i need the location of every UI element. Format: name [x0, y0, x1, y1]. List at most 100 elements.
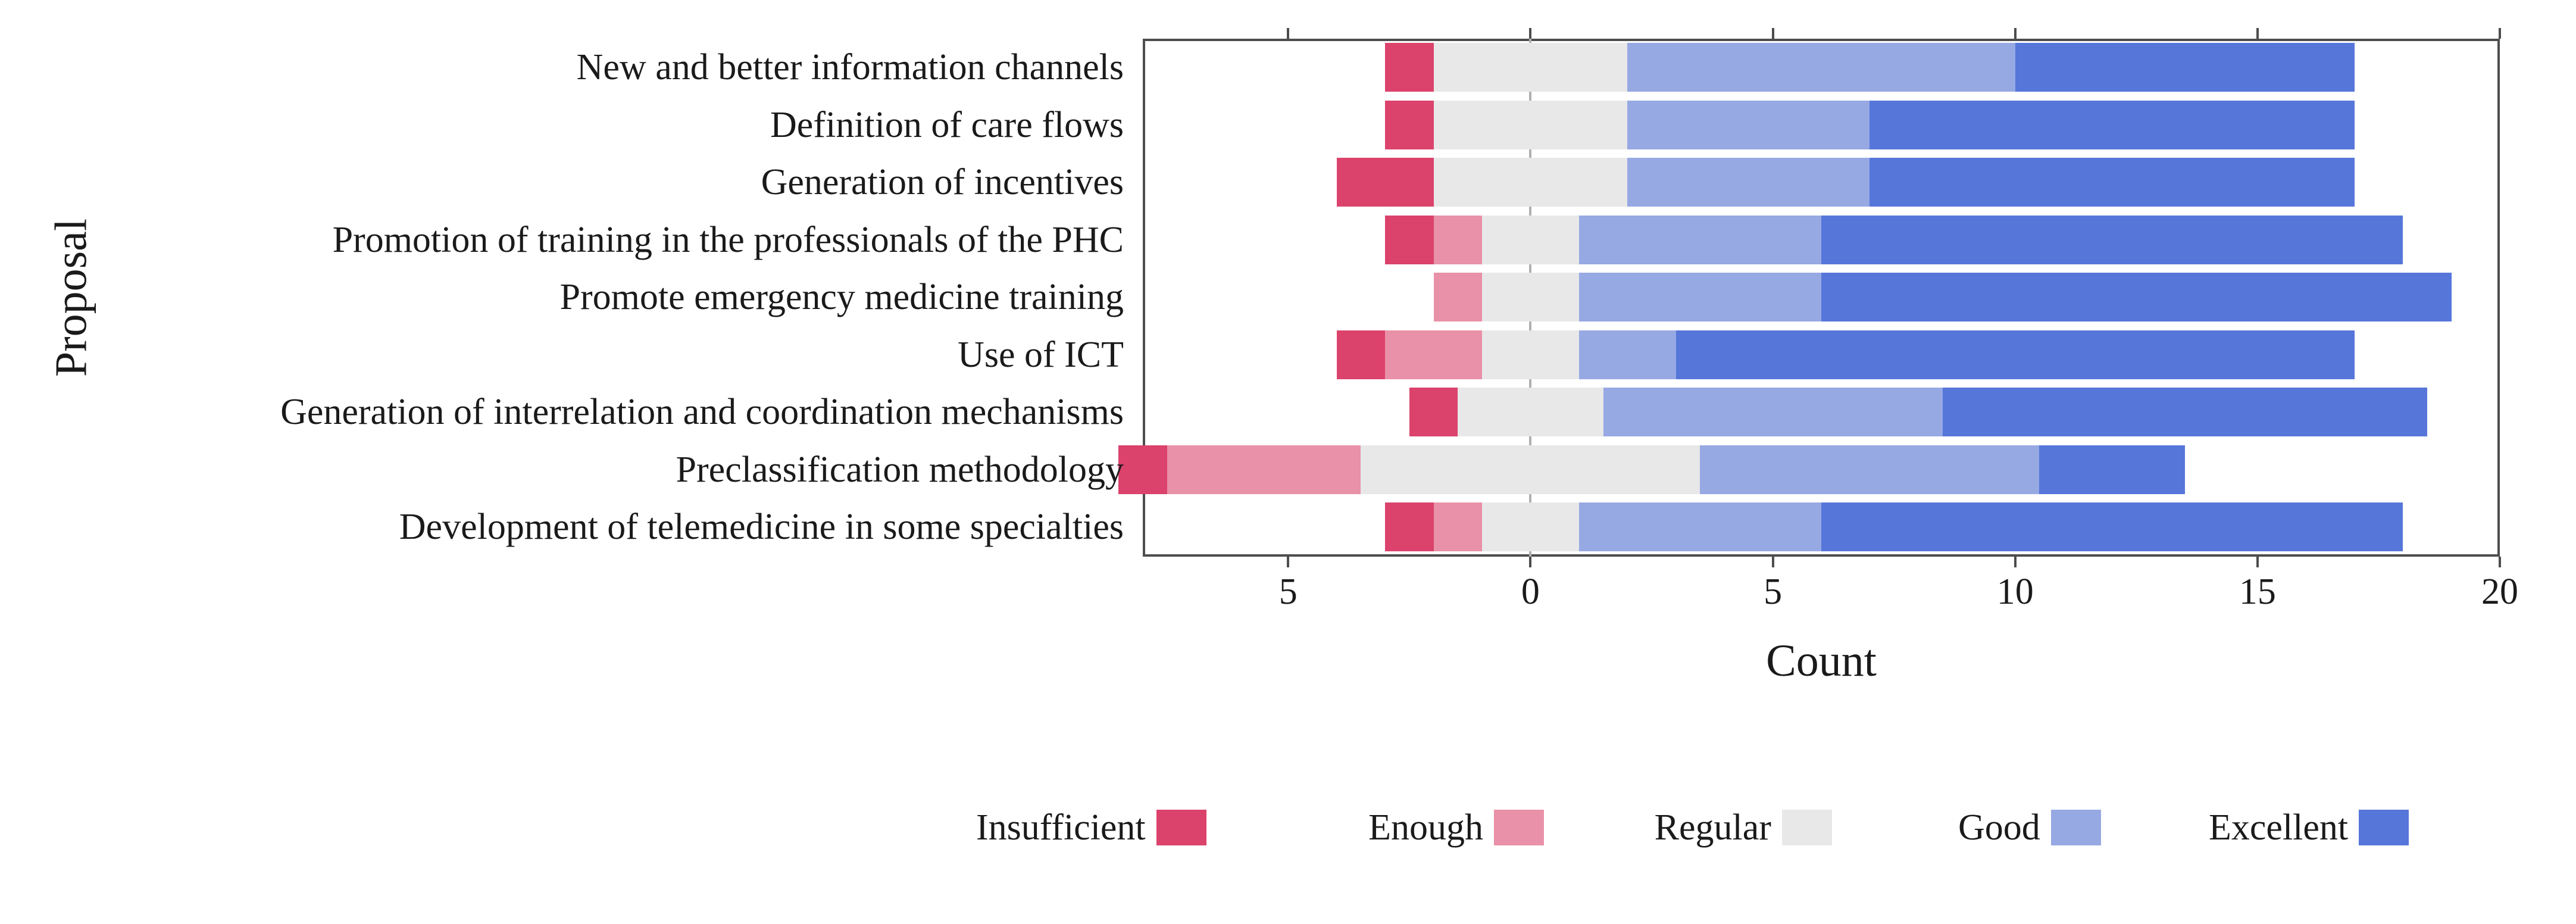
legend-item-insufficient: Insufficient	[976, 810, 1206, 845]
bar-segment-regular	[1530, 273, 1578, 321]
bar-row	[0, 43, 2576, 92]
category-label: Preclassification methodology	[676, 441, 1124, 499]
legend-label: Insufficient	[976, 810, 1146, 845]
x-axis-title: Count	[1766, 635, 1877, 687]
diverging-bar-chart: New and better information channelsDefin…	[0, 0, 2576, 924]
bar-segment-insufficient	[1409, 388, 1458, 436]
category-label: Use of ICT	[958, 326, 1124, 384]
legend-item-good: Good	[1958, 810, 2101, 845]
bar-segment-good	[1579, 273, 1821, 321]
legend-item-regular: Regular	[1655, 810, 1832, 845]
bar-segment-enough	[1167, 445, 1361, 494]
bar-segment-insufficient	[1337, 158, 1434, 207]
bar-segment-regular	[1434, 101, 1531, 149]
bar-segment-regular	[1530, 388, 1603, 436]
bar-segment-good	[1627, 158, 1870, 207]
legend-label: Regular	[1655, 810, 1771, 845]
x-tick-mark	[1287, 557, 1289, 567]
bar-segment-regular	[1482, 273, 1530, 321]
x-tick-label: 10	[1997, 571, 2034, 613]
x-tick-label: 0	[1521, 571, 1540, 613]
bar-segment-insufficient	[1385, 43, 1433, 92]
bar-segment-excellent	[1821, 502, 2403, 551]
bar-segment-good	[1627, 43, 2015, 92]
legend-item-excellent: Excellent	[2209, 810, 2409, 845]
bar-segment-regular	[1434, 158, 1531, 207]
bar-segment-good	[1700, 445, 2039, 494]
bar-segment-regular	[1530, 158, 1627, 207]
x-tick-label: 20	[2481, 571, 2518, 613]
bar-segment-good	[1603, 388, 1943, 436]
category-label: Promote emergency medicine training	[560, 269, 1124, 326]
bar-row	[0, 330, 2576, 379]
bar-segment-regular	[1482, 216, 1530, 264]
x-tick-mark-top	[2256, 28, 2259, 39]
legend-swatch	[1494, 810, 1544, 845]
bar-segment-regular	[1530, 502, 1578, 551]
x-tick-label: 5	[1764, 571, 1782, 613]
category-label: Generation of interrelation and coordina…	[280, 383, 1124, 441]
bar-segment-excellent	[1821, 273, 2452, 321]
legend-swatch	[1782, 810, 1832, 845]
x-tick-mark	[2499, 557, 2501, 567]
bar-segment-regular	[1530, 330, 1578, 379]
bar-segment-insufficient	[1385, 216, 1433, 264]
bar-segment-good	[1579, 330, 1676, 379]
category-label: Generation of incentives	[761, 154, 1124, 211]
bar-segment-regular	[1530, 101, 1627, 149]
bar-segment-regular	[1434, 43, 1531, 92]
bar-row	[0, 101, 2576, 149]
bar-segment-regular	[1482, 330, 1530, 379]
category-label: Development of telemedicine in some spec…	[399, 498, 1124, 556]
bar-segment-excellent	[2039, 445, 2184, 494]
legend-swatch	[2359, 810, 2409, 845]
x-tick-mark-top	[1772, 28, 1774, 39]
x-tick-label: 15	[2239, 571, 2276, 613]
bar-segment-insufficient	[1385, 502, 1433, 551]
x-tick-label: 5	[1279, 571, 1298, 613]
legend-item-enough: Enough	[1368, 810, 1544, 845]
y-axis-title: Proposal	[46, 218, 98, 377]
bar-segment-insufficient	[1385, 101, 1433, 149]
bar-segment-insufficient	[1118, 445, 1167, 494]
bar-segment-enough	[1434, 216, 1482, 264]
bar-segment-regular	[1530, 43, 1627, 92]
bar-segment-regular	[1530, 445, 1700, 494]
legend-swatch	[1156, 810, 1206, 845]
x-tick-mark-top	[1287, 28, 1289, 39]
x-tick-mark	[1529, 557, 1531, 567]
bar-segment-enough	[1434, 273, 1482, 321]
bar-segment-enough	[1434, 502, 1482, 551]
bar-segment-enough	[1385, 330, 1482, 379]
bar-segment-good	[1579, 502, 1821, 551]
x-tick-mark-top	[2014, 28, 2017, 39]
bar-row	[0, 502, 2576, 551]
x-tick-mark	[1772, 557, 1774, 567]
legend-label: Good	[1958, 810, 2040, 845]
bar-segment-good	[1579, 216, 1821, 264]
legend-label: Enough	[1368, 810, 1483, 845]
x-tick-mark	[2014, 557, 2017, 567]
x-tick-mark-top	[1529, 28, 1531, 39]
bar-row	[0, 273, 2576, 321]
bar-segment-regular	[1361, 445, 1530, 494]
bar-segment-excellent	[1676, 330, 2355, 379]
legend-label: Excellent	[2209, 810, 2348, 845]
bar-row	[0, 445, 2576, 494]
category-label: New and better information channels	[577, 39, 1124, 96]
category-label: Promotion of training in the professiona…	[333, 211, 1124, 269]
bar-segment-excellent	[1870, 158, 2354, 207]
bar-segment-excellent	[2015, 43, 2355, 92]
bar-segment-excellent	[1870, 101, 2354, 149]
bar-segment-regular	[1530, 216, 1578, 264]
bar-row	[0, 158, 2576, 207]
bar-segment-excellent	[1821, 216, 2403, 264]
bar-segment-insufficient	[1337, 330, 1385, 379]
bar-segment-regular	[1458, 388, 1530, 436]
category-label: Definition of care flows	[770, 96, 1124, 154]
bar-segment-good	[1627, 101, 1870, 149]
bar-segment-regular	[1482, 502, 1530, 551]
bar-segment-excellent	[1943, 388, 2427, 436]
x-tick-mark-top	[2499, 28, 2501, 39]
x-tick-mark	[2256, 557, 2259, 567]
